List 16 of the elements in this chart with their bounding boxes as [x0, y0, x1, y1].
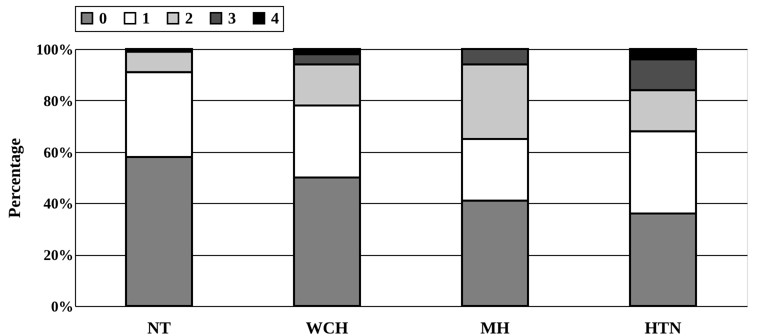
y-tick-label: 100%	[36, 42, 74, 58]
x-tick-label: HTN	[644, 318, 682, 335]
y-tick-label: 20%	[44, 248, 74, 264]
legend-label: 2	[185, 10, 193, 28]
y-tick-label: 0%	[51, 300, 74, 316]
legend-label: 4	[271, 10, 279, 28]
y-axis-title: Percentage	[5, 138, 24, 218]
x-tick-label: WCH	[306, 318, 348, 335]
y-tick-label: 40%	[44, 196, 74, 213]
y-tick-label: 60%	[44, 145, 74, 162]
legend-label: 0	[99, 10, 107, 28]
legend-label: 1	[142, 10, 150, 28]
x-tick-label: MH	[480, 318, 510, 335]
x-tick-label: NT	[147, 318, 172, 335]
legend-label: 3	[228, 10, 236, 28]
y-tick-label: 80%	[44, 94, 74, 110]
